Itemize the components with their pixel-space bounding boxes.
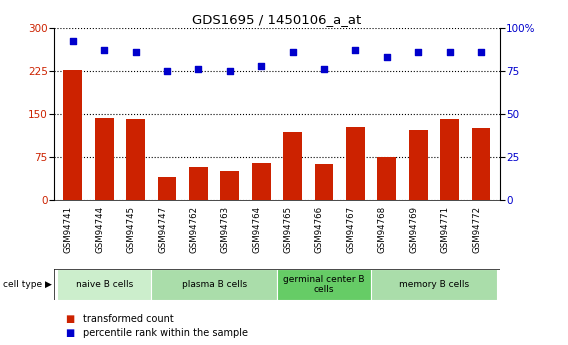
Text: GSM94747: GSM94747 xyxy=(158,206,167,253)
Bar xyxy=(126,119,145,200)
Point xyxy=(382,54,391,60)
Text: GSM94762: GSM94762 xyxy=(189,206,198,253)
Point xyxy=(319,66,328,72)
Point xyxy=(131,49,140,55)
Bar xyxy=(409,130,428,200)
Point xyxy=(225,68,235,73)
Point xyxy=(477,49,486,55)
Text: GSM94744: GSM94744 xyxy=(95,206,104,253)
Text: GSM94772: GSM94772 xyxy=(472,206,481,253)
Point xyxy=(351,47,360,53)
Text: GSM94741: GSM94741 xyxy=(64,206,73,253)
Bar xyxy=(377,157,396,200)
Bar xyxy=(315,165,333,200)
Bar xyxy=(220,171,239,200)
Bar xyxy=(440,119,459,200)
Text: ■: ■ xyxy=(65,314,74,324)
Text: GSM94767: GSM94767 xyxy=(346,206,356,253)
Text: naive B cells: naive B cells xyxy=(76,280,133,289)
Point xyxy=(414,49,423,55)
Bar xyxy=(371,269,496,300)
Text: GSM94763: GSM94763 xyxy=(221,206,230,253)
Text: GSM94765: GSM94765 xyxy=(283,206,293,253)
Text: GSM94768: GSM94768 xyxy=(378,206,387,253)
Text: percentile rank within the sample: percentile rank within the sample xyxy=(83,328,248,338)
Point xyxy=(288,49,297,55)
Text: germinal center B
cells: germinal center B cells xyxy=(283,275,365,294)
Text: plasma B cells: plasma B cells xyxy=(182,280,247,289)
Bar xyxy=(189,167,208,200)
Bar xyxy=(57,269,151,300)
Bar xyxy=(151,269,277,300)
Bar xyxy=(283,132,302,200)
Bar xyxy=(346,127,365,200)
Point xyxy=(257,63,266,68)
Text: ■: ■ xyxy=(65,328,74,338)
Bar xyxy=(64,70,82,200)
Bar xyxy=(277,269,371,300)
Bar xyxy=(471,128,490,200)
Bar xyxy=(252,163,270,200)
Point xyxy=(162,68,172,73)
Text: GSM94769: GSM94769 xyxy=(409,206,418,253)
Text: GSM94771: GSM94771 xyxy=(441,206,450,253)
Text: cell type ▶: cell type ▶ xyxy=(3,280,52,289)
Title: GDS1695 / 1450106_a_at: GDS1695 / 1450106_a_at xyxy=(193,13,361,27)
Text: transformed count: transformed count xyxy=(83,314,174,324)
Point xyxy=(99,47,108,53)
Point xyxy=(194,66,203,72)
Bar xyxy=(95,118,114,200)
Text: GSM94764: GSM94764 xyxy=(252,206,261,253)
Text: GSM94766: GSM94766 xyxy=(315,206,324,253)
Point xyxy=(445,49,454,55)
Text: GSM94745: GSM94745 xyxy=(127,206,136,253)
Bar xyxy=(157,177,177,200)
Text: memory B cells: memory B cells xyxy=(399,280,469,289)
Point xyxy=(68,39,77,44)
